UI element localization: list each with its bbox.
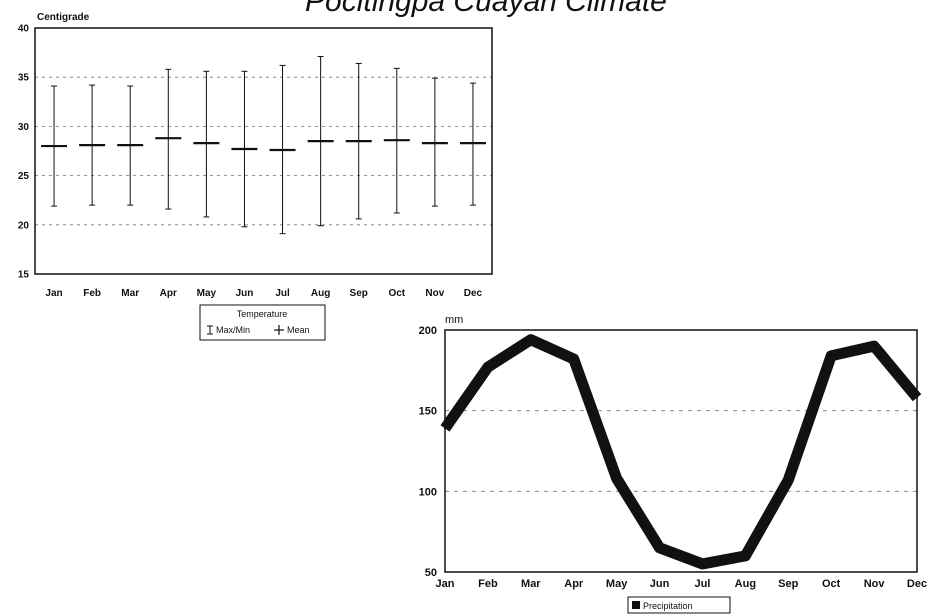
precipitation-point [615,477,618,480]
precip-x-tick-label: Mar [521,578,541,590]
temp-x-tick-label: Apr [160,288,177,299]
precip-gridlines [445,410,917,492]
temp-y-tick-label: 30 [18,122,30,133]
temp-x-tick-label: Sep [350,288,368,299]
precip-x-tick-label: May [606,578,628,590]
precipitation-point [916,396,918,399]
temp-x-tick-label: Nov [425,288,444,299]
temp-legend-mean: Mean [287,325,310,335]
precipitation-point [529,338,532,341]
precip-series-marks [440,334,922,570]
precipitation-line [440,334,922,570]
precip-y-tick-labels: 50 100 150 200 [419,325,437,579]
precip-legend-label: Precipitation [643,601,693,611]
precipitation-legend-swatch [632,601,640,609]
precip-x-tick-label: Apr [564,578,584,590]
precipitation-point [444,427,446,430]
temp-x-tick-label: Dec [464,288,483,299]
precipitation-point [486,366,489,369]
maxmin-legend-icon [207,325,213,335]
temp-x-tick-labels: Jan Feb Mar Apr May Jun Jul Aug Sep Oct Nov Dec [45,288,482,299]
precip-y-tick-label: 200 [419,325,437,337]
precip-x-tick-labels: Jan Feb Mar Apr May Jun Jul Aug Sep Oct Nov Dec [436,578,928,590]
precip-y-tick-label: 150 [419,406,437,418]
precip-x-tick-label: Nov [864,578,886,590]
temp-x-tick-label: Feb [83,288,101,299]
precip-x-tick-label: Jul [695,578,711,590]
precipitation-point [744,554,747,557]
temp-x-tick-label: May [197,288,217,299]
precipitation-point [873,345,876,348]
temp-series-marks [41,56,486,235]
precip-legend: Precipitation [627,596,731,614]
temp-x-tick-label: Aug [311,288,330,299]
temp-x-tick-label: Jul [275,288,290,299]
precip-plot-frame [444,329,918,573]
precip-x-tick-label: Feb [478,578,498,590]
temp-x-tick-label: Jan [45,288,62,299]
temp-plot-frame [34,27,493,275]
temp-y-tick-label: 20 [18,220,30,231]
temp-y-tick-label: 35 [18,73,30,84]
precip-x-tick-label: Sep [778,578,798,590]
precip-x-tick-label: Aug [735,578,756,590]
precip-y-tick-label: 50 [425,567,437,579]
precip-x-tick-label: Oct [822,578,841,590]
precip-x-tick-label: Dec [907,578,927,590]
precipitation-point [830,354,833,357]
temp-x-tick-label: Jun [236,288,254,299]
temp-gridlines [35,76,492,226]
temp-y-tick-label: 40 [18,24,30,35]
precip-ylabel: mm [445,314,463,326]
temp-legend-maxmin: Max/Min [216,325,250,335]
precip-y-tick-label: 100 [419,486,437,498]
temp-x-tick-label: Mar [121,288,139,299]
temp-y-tick-labels: 15 20 25 30 35 40 [18,24,30,281]
precip-legend-box [627,596,731,614]
precipitation-point [572,358,575,361]
precip-x-tick-label: Jun [650,578,670,590]
precipitation-chart: mm 50 100 150 200 Jan Feb Mar Apr May Jun Jul Aug S… [419,314,928,614]
temp-y-tick-label: 25 [18,171,30,182]
temp-ylabel: Centigrade [37,12,90,23]
temp-legend-title: Temperature [237,309,288,319]
temp-y-tick-label: 15 [18,270,30,281]
page-title: Pocitingpa Cuayan Climate [305,0,667,18]
precipitation-point [787,479,790,482]
temp-legend: Temperature Max/Min Mean [199,304,326,341]
temp-x-tick-label: Oct [388,288,405,299]
precip-x-tick-label: Jan [436,578,455,590]
mean-legend-icon [274,325,284,335]
precipitation-point [701,562,704,565]
temp-legend-box [199,304,326,341]
precipitation-point [658,546,661,549]
